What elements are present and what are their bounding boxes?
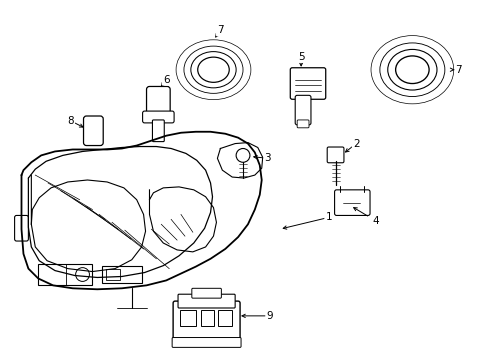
Text: 2: 2 <box>352 139 359 149</box>
Text: 8: 8 <box>67 116 74 126</box>
FancyBboxPatch shape <box>38 264 92 285</box>
Text: 5: 5 <box>297 52 304 62</box>
Text: 9: 9 <box>266 311 272 321</box>
FancyBboxPatch shape <box>142 111 174 123</box>
FancyBboxPatch shape <box>83 116 103 145</box>
FancyBboxPatch shape <box>173 301 240 342</box>
FancyBboxPatch shape <box>102 266 142 283</box>
Text: 4: 4 <box>372 216 379 226</box>
FancyBboxPatch shape <box>290 68 325 99</box>
Text: 3: 3 <box>264 153 270 163</box>
FancyBboxPatch shape <box>326 147 343 163</box>
FancyBboxPatch shape <box>178 294 235 308</box>
Text: 6: 6 <box>163 75 169 85</box>
FancyBboxPatch shape <box>297 120 308 128</box>
FancyBboxPatch shape <box>191 288 221 298</box>
FancyBboxPatch shape <box>15 215 28 241</box>
Ellipse shape <box>370 36 453 104</box>
FancyBboxPatch shape <box>152 120 164 141</box>
FancyBboxPatch shape <box>334 190 369 215</box>
Text: 1: 1 <box>325 212 331 222</box>
Text: 7: 7 <box>217 25 223 35</box>
FancyBboxPatch shape <box>172 338 241 347</box>
FancyBboxPatch shape <box>295 95 310 125</box>
FancyBboxPatch shape <box>146 86 170 116</box>
Text: 7: 7 <box>454 65 461 75</box>
Circle shape <box>236 148 249 162</box>
